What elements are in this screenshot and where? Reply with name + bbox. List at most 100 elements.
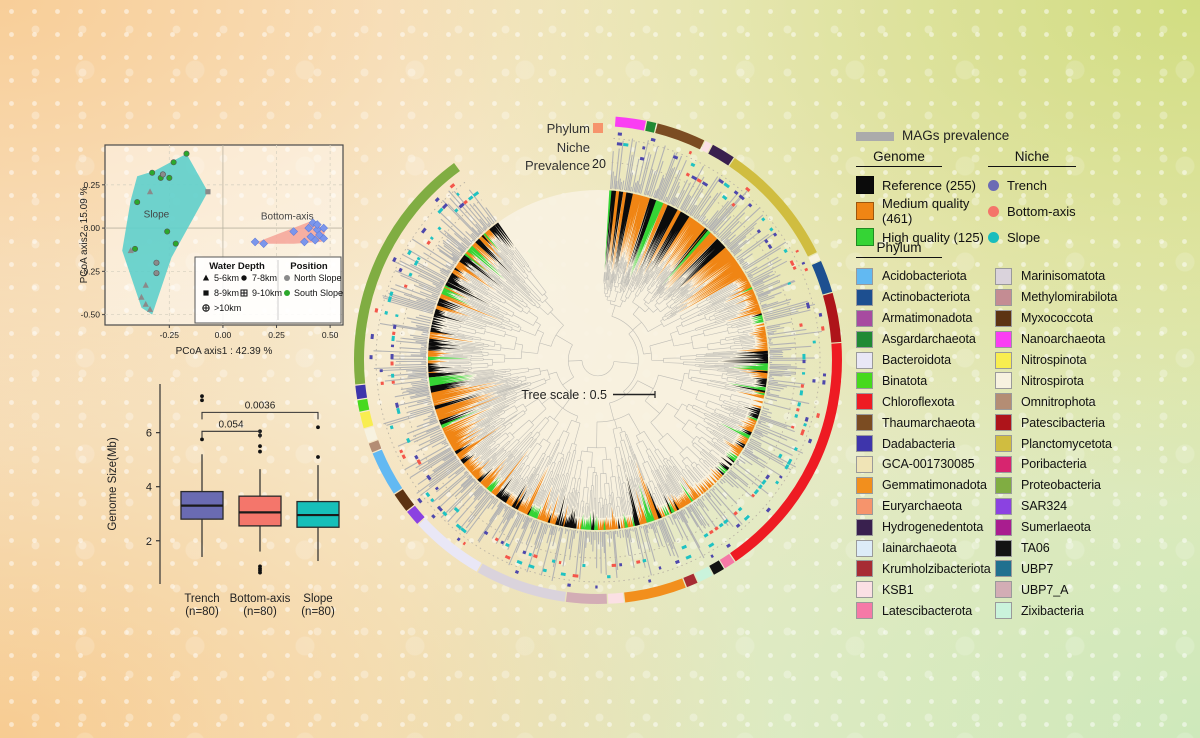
pcoa-hull-Slope <box>122 153 208 315</box>
phylum-ring-marinisomatota <box>477 563 567 602</box>
phylum-swatch <box>995 309 1012 327</box>
phylum-ring-hydrogenedentota <box>708 144 734 166</box>
phylum-label: GCA-001730085 <box>882 457 975 472</box>
phylum-swatch <box>856 435 873 453</box>
prevalence-gridline <box>425 187 771 533</box>
pcoa-hull-label: Slope <box>144 210 170 221</box>
phylum-legend-item: Hydrogenedentota <box>856 517 995 538</box>
phylum-label: Thaumarchaeota <box>882 415 976 430</box>
phylum-swatch <box>856 309 873 327</box>
phylum-label: Bacteroidota <box>882 353 951 367</box>
niche-dashes <box>384 143 816 579</box>
phylum-label: Zixibacteria <box>1021 603 1084 618</box>
phylum-label: KSB1 <box>882 582 914 597</box>
phylum-legend-item: Iainarchaeota <box>856 538 995 559</box>
phylum-ring-binatota <box>357 398 370 412</box>
phylum-label: UBP7_A <box>1021 582 1069 597</box>
phylum-label: Binatota <box>882 373 928 388</box>
ring-label-phylum: Phylum <box>546 121 590 136</box>
niche-dot <box>988 231 999 243</box>
phylum-label: Nitrospinota <box>1021 353 1087 367</box>
pcoa-plot: -0.25 0.00 0.25 0.50 0.25 0.00 -0.25 -0.50 Slope… <box>79 144 344 357</box>
phylum-swatch <box>995 455 1012 473</box>
p-value-label: 0.0036 <box>245 400 276 411</box>
phylum-legend-item: UBP7_A <box>995 579 1117 600</box>
pcoa-legend-position-title: Position <box>290 261 328 272</box>
phylum-swatch <box>856 539 873 557</box>
phylum-ring-nitrospirota <box>808 253 821 264</box>
phylum-swatch <box>856 414 873 432</box>
box-ylabel: Genome Size(Mb) <box>107 437 119 530</box>
phylum-label: Patescibacteria <box>1021 415 1105 430</box>
pcoa-ytick: 0.25 <box>83 180 100 190</box>
phylum-legend-item: Gemmatimonadota <box>856 475 995 496</box>
phylum-swatch <box>856 372 873 390</box>
phylum-swatch <box>856 560 873 578</box>
phylum-ring-omnitrophota <box>368 440 382 453</box>
phylum-label: Sumerlaeota <box>1021 520 1091 535</box>
box-category-label: Slope <box>303 593 332 605</box>
pcoa-xtick: 0.25 <box>268 330 285 340</box>
pcoa-legend-water-depth-title: Water Depth <box>209 261 265 272</box>
phylum-legend-item: Binatota <box>856 370 995 391</box>
box-category-n: (n=80) <box>243 606 277 618</box>
phylum-legend-item: Nitrospirota <box>995 370 1117 391</box>
phylum-swatch <box>995 476 1012 494</box>
phylum-label: UBP7 <box>1021 561 1054 576</box>
phylum-legend-item: Zixibacteria <box>995 600 1117 621</box>
pcoa-legend-item: North Slope <box>294 273 342 283</box>
phylum-ring-planctomycetota <box>729 157 817 257</box>
phylum-swatch <box>856 581 873 599</box>
genome-legend: Genome Reference (255) Medium quality (46… <box>856 148 986 250</box>
phylum-ring-gemmatimonadota <box>624 578 686 603</box>
phylum-swatch <box>856 267 873 285</box>
phylum-label: Dadabacteria <box>882 436 956 451</box>
phylum-label: Actinobacteriota <box>882 290 971 305</box>
box-category-label: Bottom-axis <box>230 593 291 605</box>
genome-legend-item: High quality (125) <box>856 224 986 250</box>
phylum-swatch <box>856 330 873 348</box>
box-trench <box>180 394 224 557</box>
pcoa-ytick: 0.00 <box>83 223 100 233</box>
phylum-swatch <box>856 393 873 411</box>
niche-legend-item: Slope <box>988 224 1118 250</box>
phylum-label: Acidobacteriota <box>882 269 967 284</box>
prevalence-axis-tick: 20 <box>592 157 606 171</box>
phylum-label: Iainarchaeota <box>882 541 957 556</box>
phylum-ring-start-marker <box>593 123 603 133</box>
phylum-swatch <box>995 351 1012 369</box>
phylum-ring-nanoarchaeota <box>614 116 646 131</box>
pcoa-legend-box <box>194 256 342 324</box>
prevalence-gridline <box>399 162 797 559</box>
pcoa-legend-item: 9-10km <box>252 288 282 298</box>
phylum-ring-patescibacteria <box>822 292 842 343</box>
phylum-legend-item: Nitrospinota <box>995 350 1117 371</box>
pcoa-hull-label: Bottom-axis <box>261 211 314 222</box>
phylum-ring-chloroflexota <box>730 343 842 562</box>
phylum-label: Chloroflexota <box>882 394 955 409</box>
box-ytick: 2 <box>146 536 152 548</box>
phylum-legend-item: Omnitrophota <box>995 391 1117 412</box>
phylum-legend-item: Thaumarchaeota <box>856 412 995 433</box>
phylum-swatch <box>995 414 1012 432</box>
niche-label: Slope <box>1007 229 1041 245</box>
box-category-label: Trench <box>184 593 219 605</box>
phylum-ring-bacteroidota <box>418 518 482 572</box>
phylum-label: Proteobacteria <box>1021 478 1101 493</box>
phylum-legend-item: TA06 <box>995 538 1117 559</box>
phylum-swatch <box>995 497 1012 515</box>
phylum-ring-ubp7_a <box>565 591 607 604</box>
phylum-label: Myxococcota <box>1021 311 1093 326</box>
phylum-swatch <box>856 518 873 536</box>
phylum-ring-actinobacteriota <box>811 260 833 295</box>
phylum-label: Omnitrophota <box>1021 394 1096 409</box>
phylum-legend-item: Dadabacteria <box>856 433 995 454</box>
phylum-ring-nitrospinota <box>359 410 374 429</box>
phylum-legend-item: Methylomirabilota <box>995 287 1117 308</box>
box-bottom-axis <box>238 429 282 575</box>
phylum-legend-item: Planctomycetota <box>995 433 1117 454</box>
pcoa-ytick: -0.25 <box>81 266 101 276</box>
ring-label-niche: Niche <box>556 139 590 155</box>
phylum-label: Hydrogenedentota <box>882 520 984 535</box>
phylum-ring-acidobacteriota <box>372 449 403 494</box>
